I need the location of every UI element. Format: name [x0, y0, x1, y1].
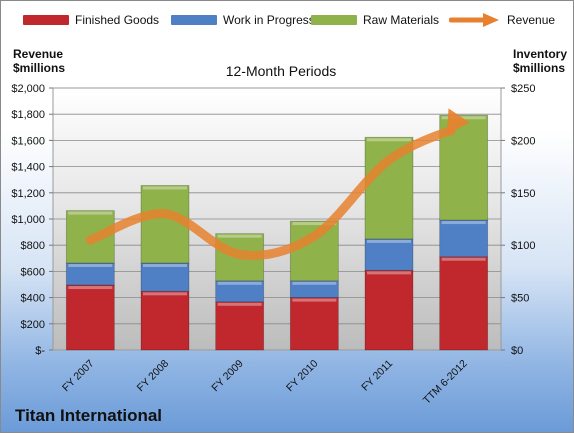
legend-label-revenue: Revenue: [507, 13, 556, 27]
bar-highlight: [68, 211, 113, 215]
left-tick-label: $1,800: [11, 109, 45, 121]
legend-item-work-in-progress: Work in Progress: [171, 13, 315, 27]
left-tick-label: $-: [35, 345, 45, 357]
left-axis-title: Revenue $millions: [13, 47, 65, 75]
bar-highlight: [441, 257, 486, 261]
bar-highlight: [143, 292, 187, 296]
left-tick-label: $600: [21, 266, 45, 278]
bar-finished-goods: [439, 256, 489, 351]
left-tick-label: $400: [21, 293, 45, 305]
x-tick-label: FY 2011: [359, 358, 395, 394]
right-axis-title: Inventory $millions: [513, 47, 567, 75]
bar-highlight: [143, 186, 187, 190]
bar-highlight: [292, 298, 337, 302]
legend-item-revenue: Revenue: [449, 13, 555, 27]
left-tick-label: $1,000: [11, 214, 45, 226]
legend-label-finished-goods: Finished Goods: [75, 13, 160, 27]
bar-finished-goods: [65, 284, 115, 351]
x-tick-label: FY 2009: [209, 358, 246, 395]
left-axis-title-line1: Revenue: [13, 47, 64, 61]
right-tick-label: $100: [511, 240, 535, 252]
bar-highlight: [441, 116, 486, 120]
bar-work-in-progress: [364, 238, 414, 271]
right-tick-label: $0: [511, 345, 523, 357]
bar-work-in-progress: [439, 219, 489, 258]
right-tick-label: $50: [511, 293, 529, 305]
legend-item-finished-goods: Finished Goods: [23, 13, 159, 27]
legend-swatch-finished-goods: [23, 15, 69, 25]
bar-finished-goods: [289, 297, 339, 351]
left-tick-label: $1,600: [11, 135, 45, 147]
left-tick-label: $200: [21, 319, 45, 331]
bar-finished-goods: [364, 269, 414, 351]
bar-highlight: [68, 286, 113, 290]
bar-highlight: [367, 138, 411, 142]
legend: Finished Goods Work in Progress Raw Mate…: [1, 13, 573, 33]
bar-highlight: [68, 264, 113, 268]
chart-title: 12-Month Periods: [225, 63, 337, 79]
left-tick-label: $2,000: [11, 83, 45, 95]
bar-finished-goods: [140, 290, 190, 351]
bar-highlight: [292, 222, 337, 226]
bar-highlight: [441, 221, 486, 225]
bar-highlight: [292, 281, 337, 285]
bar-highlight: [367, 239, 411, 243]
right-axis-title-line2: $millions: [513, 61, 566, 75]
legend-arrow-icon: [449, 13, 499, 27]
left-tick-label: $1,400: [11, 162, 45, 174]
legend-label-work-in-progress: Work in Progress: [223, 13, 315, 27]
bar-highlight: [143, 264, 187, 268]
right-tick-label: $200: [511, 135, 535, 147]
revenue-line: [85, 126, 456, 260]
bar-raw-materials: [289, 220, 339, 282]
right-tick-label: $150: [511, 188, 535, 200]
bar-finished-goods: [215, 301, 265, 351]
x-tick-label: FY 2010: [284, 358, 321, 395]
legend-swatch-raw-materials: [311, 15, 357, 25]
left-tick-label: $800: [21, 240, 45, 252]
bar-highlight: [217, 302, 262, 306]
revenue-arrowhead: [446, 108, 470, 135]
bar-work-in-progress: [140, 262, 190, 292]
x-tick-label: TTM 6-2012: [421, 358, 470, 407]
right-tick-label: $250: [511, 83, 535, 95]
legend-label-raw-materials: Raw Materials: [363, 13, 440, 27]
bar-highlight: [367, 271, 411, 275]
bar-highlight: [217, 281, 262, 285]
right-axis-title-line1: Inventory: [513, 47, 568, 61]
x-tick-label: FY 2007: [60, 358, 97, 395]
left-tick-label: $1,200: [11, 188, 45, 200]
x-tick-label: FY 2008: [135, 358, 172, 395]
legend-item-raw-materials: Raw Materials: [311, 13, 439, 27]
left-axis-title-line2: $millions: [13, 61, 66, 75]
bar-highlight: [217, 234, 262, 238]
company-name: Titan International: [15, 406, 163, 425]
legend-swatch-work-in-progress: [171, 15, 217, 25]
